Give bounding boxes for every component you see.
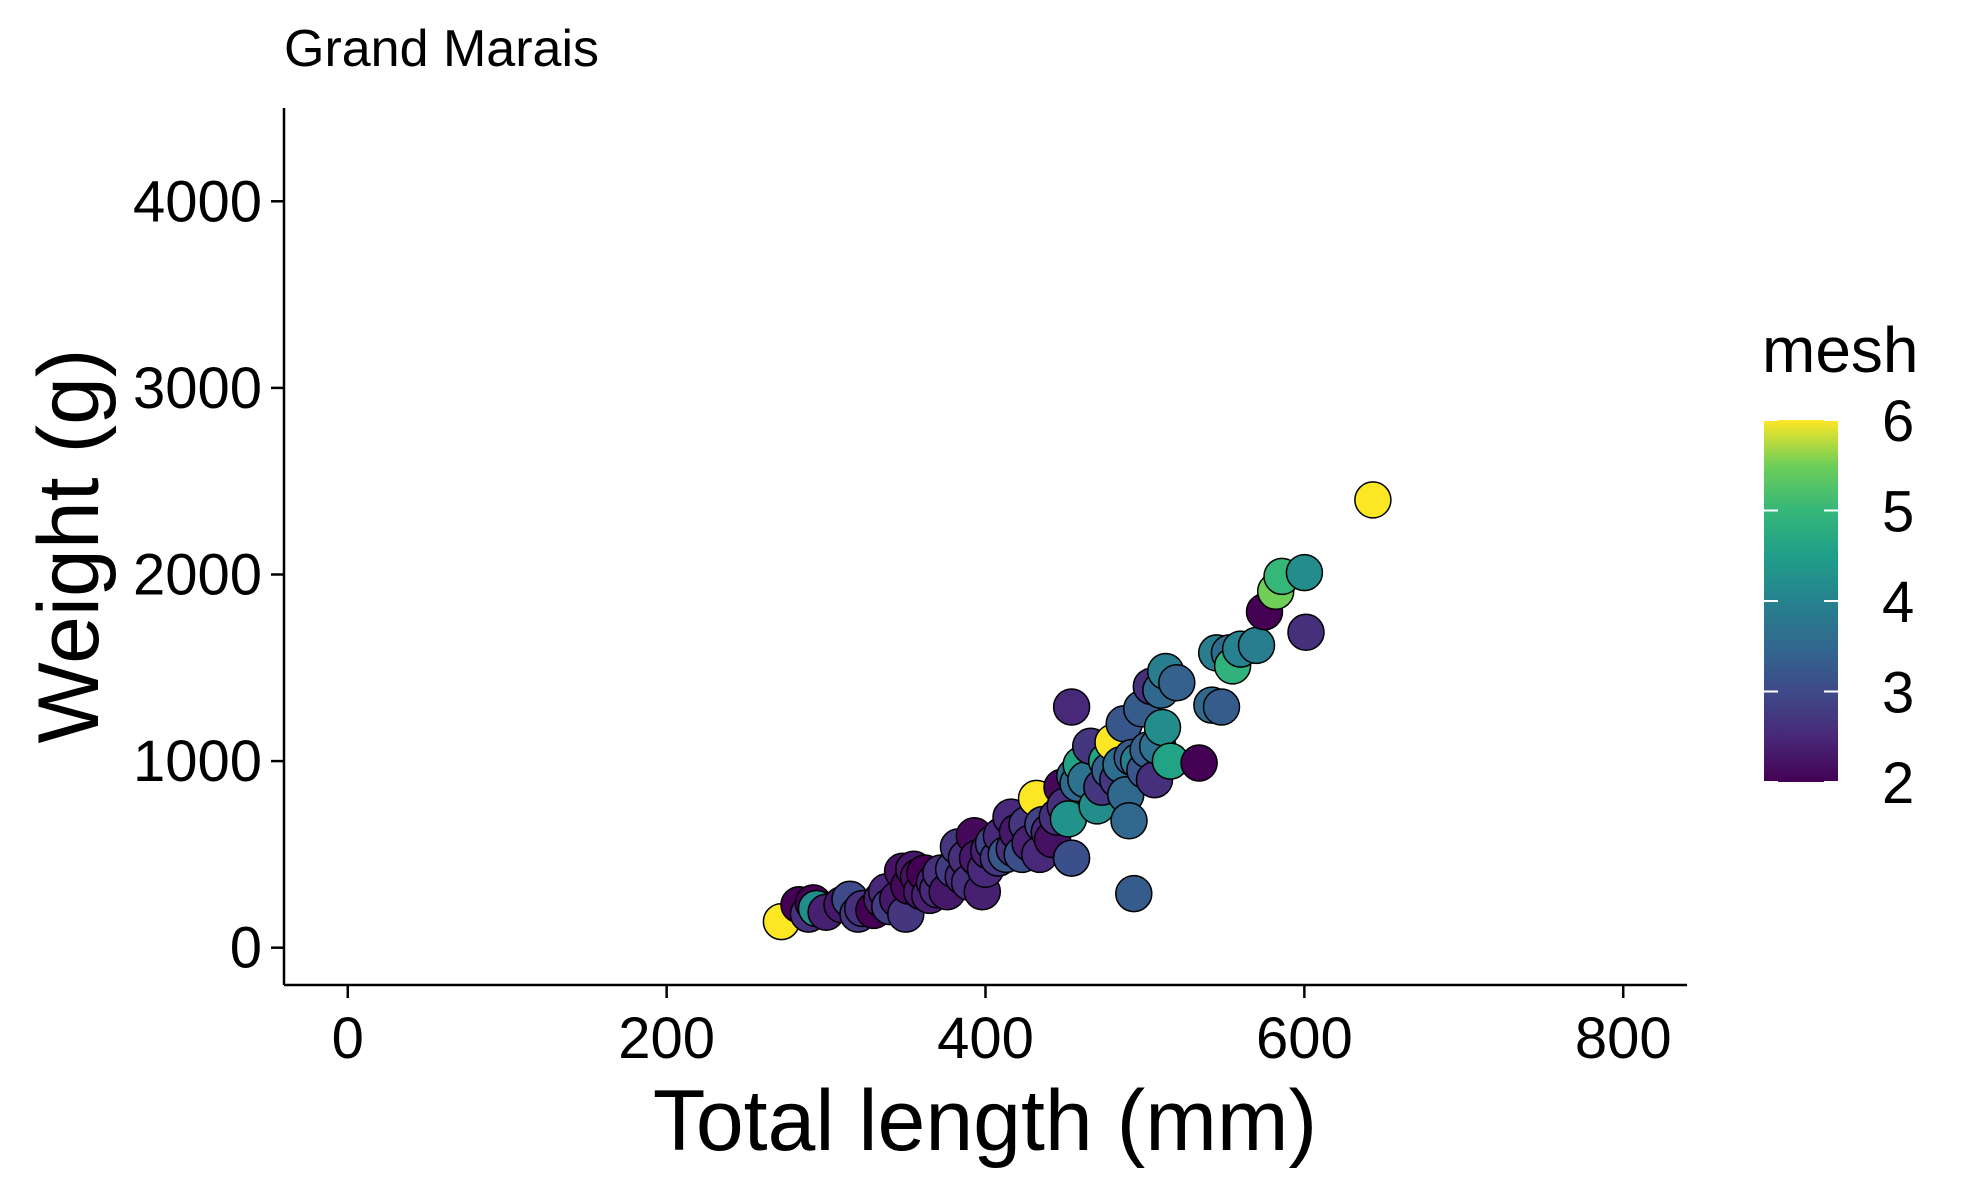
x-axis-title: Total length (mm) (653, 1073, 1317, 1169)
legend-tick-label: 4 (1882, 570, 1914, 635)
x-tick-label: 200 (618, 1006, 715, 1071)
data-point (1052, 839, 1091, 877)
data-point (1237, 626, 1276, 665)
data-point (1110, 802, 1148, 840)
legend-tick-label: 5 (1882, 480, 1914, 545)
data-point (1285, 553, 1324, 592)
x-axis-ticks: 0 200 400 600 800 (332, 985, 1672, 1071)
data-point (1180, 744, 1218, 782)
x-tick-label: 400 (937, 1006, 1034, 1071)
y-tick-label: 0 (230, 916, 262, 981)
x-tick-label: 600 (1256, 1006, 1353, 1071)
data-point (1354, 481, 1392, 519)
y-axis-ticks: 0 1000 2000 3000 4000 (133, 169, 284, 981)
legend-tick-label: 6 (1882, 389, 1914, 454)
data-point (1143, 708, 1182, 747)
y-tick-label: 1000 (133, 729, 262, 794)
y-tick-label: 3000 (133, 356, 262, 421)
y-tick-label: 4000 (133, 169, 262, 234)
legend-ticks: 2 3 4 5 6 (1764, 389, 1914, 816)
data-point (1115, 874, 1153, 913)
data-points (762, 481, 1392, 941)
x-tick-label: 800 (1575, 1006, 1672, 1071)
chart-title: Grand Marais (284, 20, 599, 78)
data-point (1158, 663, 1196, 702)
y-tick-label: 2000 (133, 542, 262, 607)
legend-tick-label: 3 (1882, 661, 1914, 726)
x-tick-label: 0 (332, 1006, 364, 1071)
y-axis-title: Weight (g) (21, 348, 117, 743)
legend-title: mesh (1762, 314, 1919, 386)
data-point (1202, 688, 1241, 726)
data-point (1287, 613, 1325, 652)
color-legend: mesh 2 3 4 5 6 (1762, 314, 1919, 816)
legend-tick-label: 2 (1882, 751, 1914, 816)
data-point (1052, 688, 1091, 726)
